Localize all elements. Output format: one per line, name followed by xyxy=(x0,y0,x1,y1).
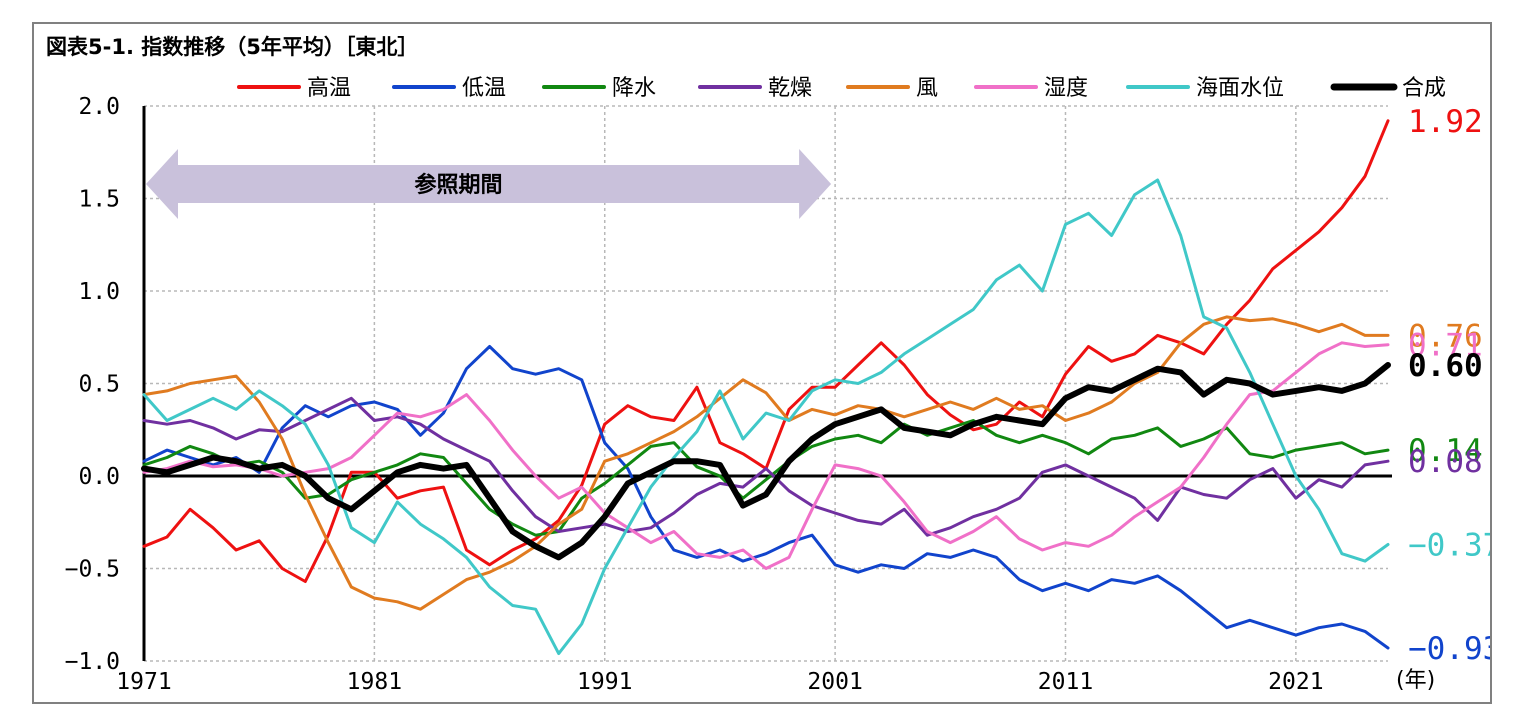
series-line-降水 xyxy=(142,419,1390,537)
x-tick-label: 2001 xyxy=(807,669,862,695)
end-label-合成: 0.60 xyxy=(1408,348,1483,384)
end-label-高温: 1.92 xyxy=(1408,104,1483,140)
reference-band: 参照期間 xyxy=(146,149,832,219)
legend: 高温 低温 降水 乾燥 風 湿度 海面水位 合成 xyxy=(237,76,1446,101)
x-tick-label: 1971 xyxy=(116,669,171,695)
end-label-湿度: 0.71 xyxy=(1408,328,1483,364)
series-line-低温 xyxy=(142,345,1390,650)
legend-label-降水: 降水 xyxy=(612,76,656,101)
y-tick-label: 0.5 xyxy=(78,372,120,398)
y-tick-label: −0.5 xyxy=(65,557,120,583)
y-tick-label: 1.5 xyxy=(78,187,120,213)
reference-band-arrow xyxy=(146,149,832,219)
y-tick-label: −1.0 xyxy=(65,649,120,675)
end-value-labels: 1.92 −0.93 0.140.08 0.760.71 −0.37 0.60 xyxy=(1408,104,1490,667)
y-tick-label: 2.0 xyxy=(78,94,120,120)
chart-title: 図表5-1. 指数推移（5年平均）［東北］ xyxy=(46,35,418,59)
end-label-乾燥: 0.08 xyxy=(1408,444,1483,480)
legend-label-海面水位: 海面水位 xyxy=(1196,76,1284,101)
series-lines xyxy=(141,119,1391,656)
legend-label-高温: 高温 xyxy=(307,76,351,101)
y-tick-label: 1.0 xyxy=(78,279,120,305)
y-tick-label: 0.0 xyxy=(78,464,120,490)
x-tick-label: 1981 xyxy=(347,669,402,695)
end-label-海面水位: −0.37 xyxy=(1408,527,1490,563)
series-line-風 xyxy=(142,315,1390,611)
end-label-風: 0.76 xyxy=(1408,318,1483,354)
end-label-降水: 0.14 xyxy=(1408,433,1483,469)
reference-band-label: 参照期間 xyxy=(415,172,503,198)
series-line-海面水位 xyxy=(142,178,1390,656)
series-line-湿度 xyxy=(142,341,1390,570)
x-tick-label: 2021 xyxy=(1268,669,1323,695)
chart-frame: 参照期間 2.0 1.5 1.0 0.5 0.0 −0.5 −1.0 1971 1981 1991… xyxy=(32,22,1492,704)
series-line-合成 xyxy=(141,362,1391,561)
x-tick-label: 1991 xyxy=(577,669,632,695)
legend-label-風: 風 xyxy=(916,76,938,101)
x-tick-label: 2011 xyxy=(1038,669,1093,695)
legend-label-乾燥: 乾燥 xyxy=(768,76,812,101)
end-label-低温: −0.93 xyxy=(1408,631,1490,667)
legend-label-合成: 合成 xyxy=(1402,76,1446,101)
legend-label-低温: 低温 xyxy=(462,76,506,101)
x-axis-unit-label: (年) xyxy=(1396,668,1435,693)
legend-label-湿度: 湿度 xyxy=(1044,76,1088,101)
